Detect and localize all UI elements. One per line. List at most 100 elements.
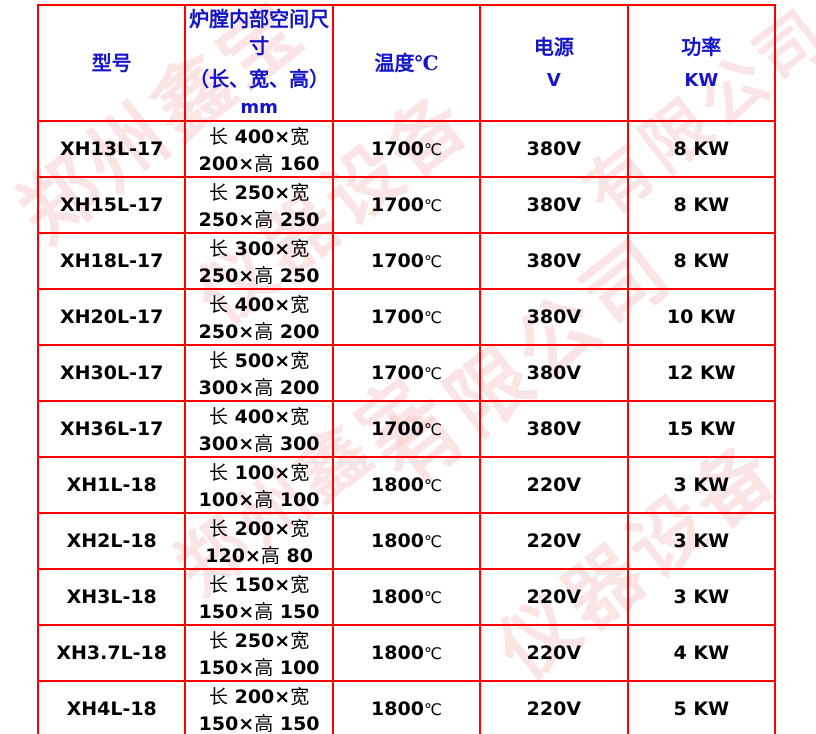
temperature-unit: ℃ xyxy=(423,700,442,720)
cell-power: 3 KW xyxy=(626,512,777,571)
cell-power: 8 KW xyxy=(626,120,777,179)
cell-model: XH18L-17 xyxy=(36,232,187,291)
cell-dimensions: 长 200×宽 120×高 80 xyxy=(184,512,334,571)
cell-dimensions: 长 500×宽 300×高 200 xyxy=(184,344,334,403)
table-row: XH1L-18 长 100×宽 100×高 100 1800℃ 220V 3 KW xyxy=(36,456,777,515)
cell-dimensions: 长 150×宽 150×高 150 xyxy=(184,568,334,627)
cell-dimensions: 长 400×宽 250×高 200 xyxy=(184,288,334,347)
cell-temperature: 1700℃ xyxy=(331,400,482,459)
cell-power: 15 KW xyxy=(626,400,777,459)
temperature-unit: ℃ xyxy=(423,364,442,384)
cell-temperature: 1700℃ xyxy=(331,288,482,347)
column-header-power-label: 功率 xyxy=(681,34,722,59)
dim-length-label: 长 xyxy=(208,294,228,317)
table-row: XH15L-17 长 250×宽 250×高 250 1700℃ 380V 8 KW xyxy=(36,176,777,235)
cell-power: 8 KW xyxy=(626,176,777,235)
dim-height-label: 高 xyxy=(254,265,274,288)
column-header-temperature: 温度℃ xyxy=(331,3,482,123)
dim-height-label: 高 xyxy=(254,657,274,680)
temperature-unit: ℃ xyxy=(423,140,442,160)
cell-model: XH30L-17 xyxy=(36,344,187,403)
dim-width-label: 宽 xyxy=(290,350,310,373)
cell-voltage: 380V xyxy=(479,232,629,291)
cell-power: 3 KW xyxy=(626,568,777,627)
temperature-unit: ℃ xyxy=(423,476,442,496)
column-header-voltage-unit: V xyxy=(546,69,561,91)
cell-temperature: 1700℃ xyxy=(331,344,482,403)
cell-dimensions: 长 250×宽 250×高 250 xyxy=(184,176,334,235)
temperature-unit: ℃ xyxy=(423,196,442,216)
dim-height-label: 高 xyxy=(254,433,274,456)
dim-width-label: 宽 xyxy=(290,630,310,653)
table-body: XH13L-17 长 400×宽 200×高 160 1700℃ 380V 8 KW XH… xyxy=(36,120,777,734)
cell-dimensions: 长 200×宽 150×高 150 xyxy=(184,680,334,734)
temperature-unit: ℃ xyxy=(423,308,442,328)
column-header-dimensions-label: 炉膛内部空间尺寸 xyxy=(189,7,330,58)
temperature-unit: ℃ xyxy=(423,420,442,440)
dim-length-label: 长 xyxy=(208,574,228,597)
table-row: XH30L-17 长 500×宽 300×高 200 1700℃ 380V 12 KW xyxy=(36,344,777,403)
dim-length-label: 长 xyxy=(208,630,228,653)
dim-height-label: 高 xyxy=(254,153,274,176)
cell-temperature: 1700℃ xyxy=(331,176,482,235)
dim-length-label: 长 xyxy=(208,182,228,205)
cell-voltage: 220V xyxy=(479,512,629,571)
table-row: XH4L-18 长 200×宽 150×高 150 1800℃ 220V 5 KW xyxy=(36,680,777,734)
cell-power: 4 KW xyxy=(626,624,777,683)
cell-power: 3 KW xyxy=(626,456,777,515)
cell-model: XH15L-17 xyxy=(36,176,187,235)
cell-voltage: 220V xyxy=(479,456,629,515)
cell-model: XH4L-18 xyxy=(36,680,187,734)
column-header-dimensions: 炉膛内部空间尺寸 （长、宽、高） mm xyxy=(184,3,334,123)
cell-dimensions: 长 250×宽 150×高 100 xyxy=(184,624,334,683)
cell-model: XH36L-17 xyxy=(36,400,187,459)
cell-power: 10 KW xyxy=(626,288,777,347)
cell-model: XH13L-17 xyxy=(36,120,187,179)
dim-length-label: 长 xyxy=(208,406,228,429)
dim-length-label: 长 xyxy=(208,238,228,261)
dim-width-label: 宽 xyxy=(290,518,310,541)
table-row: XH36L-17 长 400×宽 300×高 300 1700℃ 380V 15 KW xyxy=(36,400,777,459)
dim-height-label: 高 xyxy=(254,601,274,624)
column-header-dimensions-unit-suffix: mm xyxy=(240,97,278,118)
cell-power: 12 KW xyxy=(626,344,777,403)
cell-voltage: 220V xyxy=(479,624,629,683)
cell-temperature: 1800℃ xyxy=(331,680,482,734)
temperature-unit: ℃ xyxy=(423,644,442,664)
cell-temperature: 1800℃ xyxy=(331,624,482,683)
dim-height-label: 高 xyxy=(254,489,274,512)
dim-width-label: 宽 xyxy=(290,686,310,709)
cell-temperature: 1800℃ xyxy=(331,512,482,571)
cell-model: XH20L-17 xyxy=(36,288,187,347)
dim-height-label: 高 xyxy=(260,545,280,568)
dim-length-label: 长 xyxy=(208,686,228,709)
header-row: 型号 炉膛内部空间尺寸 （长、宽、高） mm 温度℃ 电源 V 功率 KW xyxy=(36,3,777,123)
column-header-model-label: 型号 xyxy=(91,50,132,75)
column-header-voltage: 电源 V xyxy=(479,3,629,123)
cell-voltage: 380V xyxy=(479,176,629,235)
column-header-model: 型号 xyxy=(36,3,187,123)
column-header-power: 功率 KW xyxy=(626,3,777,123)
cell-dimensions: 长 400×宽 300×高 300 xyxy=(184,400,334,459)
dim-width-label: 宽 xyxy=(290,294,310,317)
table-row: XH3L-18 长 150×宽 150×高 150 1800℃ 220V 3 KW xyxy=(36,568,777,627)
column-header-dimensions-unit: （长、宽、高） xyxy=(189,67,330,91)
dim-height-label: 高 xyxy=(254,713,274,734)
cell-model: XH3.7L-18 xyxy=(36,624,187,683)
cell-voltage: 220V xyxy=(479,568,629,627)
cell-voltage: 380V xyxy=(479,400,629,459)
table-row: XH18L-17 长 300×宽 250×高 250 1700℃ 380V 8 KW xyxy=(36,232,777,291)
cell-voltage: 380V xyxy=(479,288,629,347)
table-header: 型号 炉膛内部空间尺寸 （长、宽、高） mm 温度℃ 电源 V 功率 KW xyxy=(36,3,777,123)
cell-dimensions: 长 400×宽 200×高 160 xyxy=(184,120,334,179)
temperature-unit: ℃ xyxy=(423,252,442,272)
cell-temperature: 1700℃ xyxy=(331,120,482,179)
table-row: XH3.7L-18 长 250×宽 150×高 100 1800℃ 220V 4 KW xyxy=(36,624,777,683)
cell-model: XH3L-18 xyxy=(36,568,187,627)
dim-height-label: 高 xyxy=(254,377,274,400)
cell-power: 5 KW xyxy=(626,680,777,734)
cell-temperature: 1800℃ xyxy=(331,568,482,627)
dim-length-label: 长 xyxy=(208,462,228,485)
column-header-dimensions-unit-row: （长、宽、高） mm xyxy=(186,66,331,120)
specification-table-container: 型号 炉膛内部空间尺寸 （长、宽、高） mm 温度℃ 电源 V 功率 KW xyxy=(36,3,777,734)
